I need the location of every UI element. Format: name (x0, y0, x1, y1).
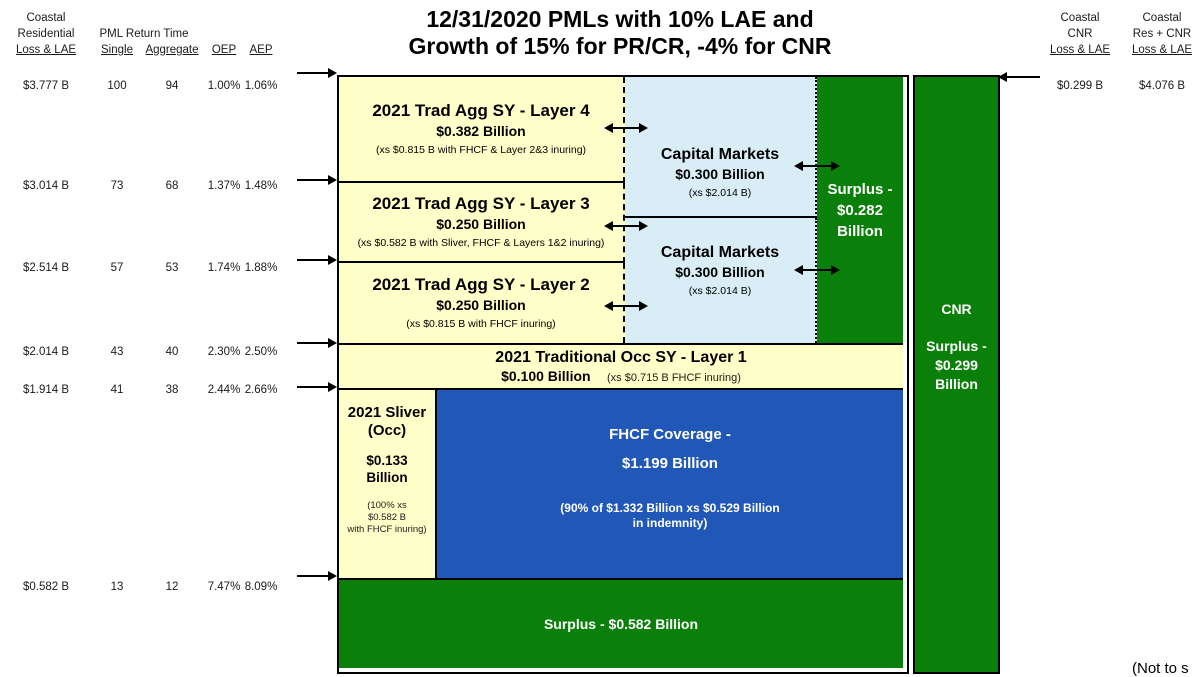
loss-value: $2.514 B (22, 262, 70, 274)
page-title-line2: Growth of 15% for PR/CR, -4% for CNR (408, 33, 832, 59)
capital-markets-upper-note: (xs $2.014 B) (688, 187, 752, 199)
capital-markets-upper-box: Capital Markets $0.300 Billion (xs $2.01… (625, 77, 817, 218)
page-title-line1: 12/31/2020 PMLs with 10% LAE and (426, 6, 814, 32)
capital-markets-lower-content: Capital Markets $0.300 Billion (xs $2.01… (661, 243, 779, 298)
cnr-column: CNR Surplus - $0.299 Billion (913, 75, 1000, 674)
aggregate-value: 38 (165, 384, 179, 396)
header-oep: OEP (211, 44, 237, 56)
aggregate-value: 94 (165, 80, 179, 92)
sliver-box: 2021 Sliver (Occ) $0.133 Billion (100% x… (339, 390, 437, 578)
capital-markets-upper-amount: $0.300 Billion (675, 166, 765, 182)
layer4-note: (xs $0.815 B with FHCF & Layer 2&3 inuri… (375, 144, 587, 156)
header-aep: AEP (249, 44, 273, 56)
fhcf-title: FHCF Coverage - (609, 426, 731, 443)
layer2-note: (xs $0.815 B with FHCF inuring) (406, 318, 556, 330)
single-value: 43 (110, 346, 124, 358)
layer4-amount: $0.382 Billion (436, 123, 526, 139)
single-value: 57 (110, 262, 124, 274)
loss-value: $3.777 B (22, 80, 70, 92)
loss-value: $2.014 B (22, 346, 70, 358)
fhcf-note: (90% of $1.332 Billion xs $0.529 Billion… (560, 501, 780, 530)
layer2-amount: $0.250 Billion (436, 297, 526, 313)
loss-value: $3.014 B (22, 180, 70, 192)
single-value: 41 (110, 384, 124, 396)
cnr-column-surplus-label: Surplus - $0.299 Billion (926, 338, 987, 392)
capital-markets-lower-title: Capital Markets (660, 244, 780, 261)
layer2-title: 2021 Trad Agg SY - Layer 2 (372, 275, 590, 294)
oep-value: 2.30% (207, 346, 241, 358)
aep-value: 1.48% (244, 180, 278, 192)
layer1-title: 2021 Traditional Occ SY - Layer 1 (495, 348, 747, 366)
aggregate-value: 40 (165, 346, 179, 358)
single-value: 100 (107, 80, 127, 92)
surplus-582-box: Surplus - $0.582 Billion (339, 578, 903, 668)
layer3-amount: $0.250 Billion (436, 216, 526, 232)
loss-value: $0.582 B (22, 581, 70, 593)
layer3-note: (xs $0.582 B with Sliver, FHCF & Layers … (357, 237, 605, 249)
capital-markets-lower-box: Capital Markets $0.300 Billion (xs $2.01… (625, 218, 817, 343)
layer3-box: 2021 Trad Agg SY - Layer 3 $0.250 Billio… (339, 183, 625, 263)
oep-value: 1.00% (207, 80, 241, 92)
cnr-column-title: CNR (941, 301, 972, 317)
capital-markets-lower-note: (xs $2.014 B) (688, 285, 752, 297)
aep-value: 2.50% (244, 346, 278, 358)
layer1-subline: $0.100 Billion (xs $0.715 B FHCF inuring… (501, 368, 741, 386)
sliver-amount: $0.133 Billion (366, 453, 408, 485)
left-table-col1-header: Coastal Residential Loss & LAE (8, 10, 84, 58)
header-loss-lae: Loss & LAE (15, 44, 77, 56)
cnr-loss-value: $0.299 B (1056, 80, 1104, 92)
aep-value: 1.88% (244, 262, 278, 274)
layer4-box: 2021 Trad Agg SY - Layer 4 $0.382 Billio… (339, 77, 625, 183)
sliver-note: (100% xs $0.582 B with FHCF inuring) (347, 500, 427, 535)
pml-tower: 2021 Trad Agg SY - Layer 4 $0.382 Billio… (337, 75, 909, 674)
capital-markets-lower-amount: $0.300 Billion (675, 264, 765, 280)
aep-value: 2.66% (244, 384, 278, 396)
right-table-cnr-header: Coastal CNR Loss & LAE (1049, 12, 1111, 56)
surplus-282-box: Surplus - $0.282 Billion (817, 77, 903, 343)
page-title: 12/31/2020 PMLs with 10% LAE and Growth … (340, 6, 900, 60)
aep-value: 8.09% (244, 581, 278, 593)
aggregate-value: 53 (165, 262, 179, 274)
fhcf-amount: $1.199 Billion (622, 455, 718, 472)
layer1-amount: $0.100 Billion (501, 367, 591, 384)
fhcf-content: FHCF Coverage - $1.199 Billion (90% of $… (560, 425, 779, 531)
surplus-282-label: Surplus - $0.282 Billion (827, 180, 893, 240)
not-to-scale-note: (Not to s (1132, 660, 1189, 677)
aep-value: 1.06% (244, 80, 278, 92)
sliver-title: 2021 Sliver (Occ) (347, 404, 427, 439)
left-table-group-header: PML Return Time (99, 28, 189, 40)
header-aggregate: Aggregate (145, 44, 199, 56)
header-coastal: Coastal (26, 12, 66, 24)
single-value: 13 (110, 581, 124, 593)
surplus-582-label: Surplus - $0.582 Billion (543, 616, 699, 632)
loss-value: $1.914 B (22, 384, 70, 396)
layer1-box: 2021 Traditional Occ SY - Layer 1 $0.100… (339, 343, 903, 390)
oep-value: 2.44% (207, 384, 241, 396)
layer4-title: 2021 Trad Agg SY - Layer 4 (372, 101, 590, 120)
layer1-note: (xs $0.715 B FHCF inuring) (607, 371, 741, 384)
fhcf-box: FHCF Coverage - $1.199 Billion (90% of $… (437, 390, 903, 578)
layer2-box: 2021 Trad Agg SY - Layer 2 $0.250 Billio… (339, 263, 625, 343)
oep-value: 1.74% (207, 262, 241, 274)
aggregate-value: 68 (165, 180, 179, 192)
header-single: Single (101, 44, 133, 56)
oep-value: 1.37% (207, 180, 241, 192)
layer3-title: 2021 Trad Agg SY - Layer 3 (372, 194, 590, 213)
combined-loss-value: $4.076 B (1138, 80, 1186, 92)
single-value: 73 (110, 180, 124, 192)
right-table-combined-header: Coastal Res + CNR Loss & LAE (1131, 12, 1193, 56)
aggregate-value: 12 (165, 581, 179, 593)
capital-markets-upper-title: Capital Markets (660, 146, 780, 163)
header-residential: Residential (17, 28, 75, 40)
oep-value: 7.47% (207, 581, 241, 593)
